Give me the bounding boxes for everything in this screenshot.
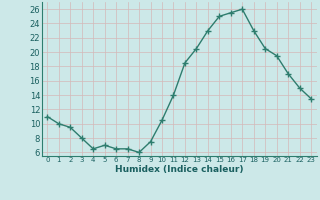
X-axis label: Humidex (Indice chaleur): Humidex (Indice chaleur) (115, 165, 244, 174)
